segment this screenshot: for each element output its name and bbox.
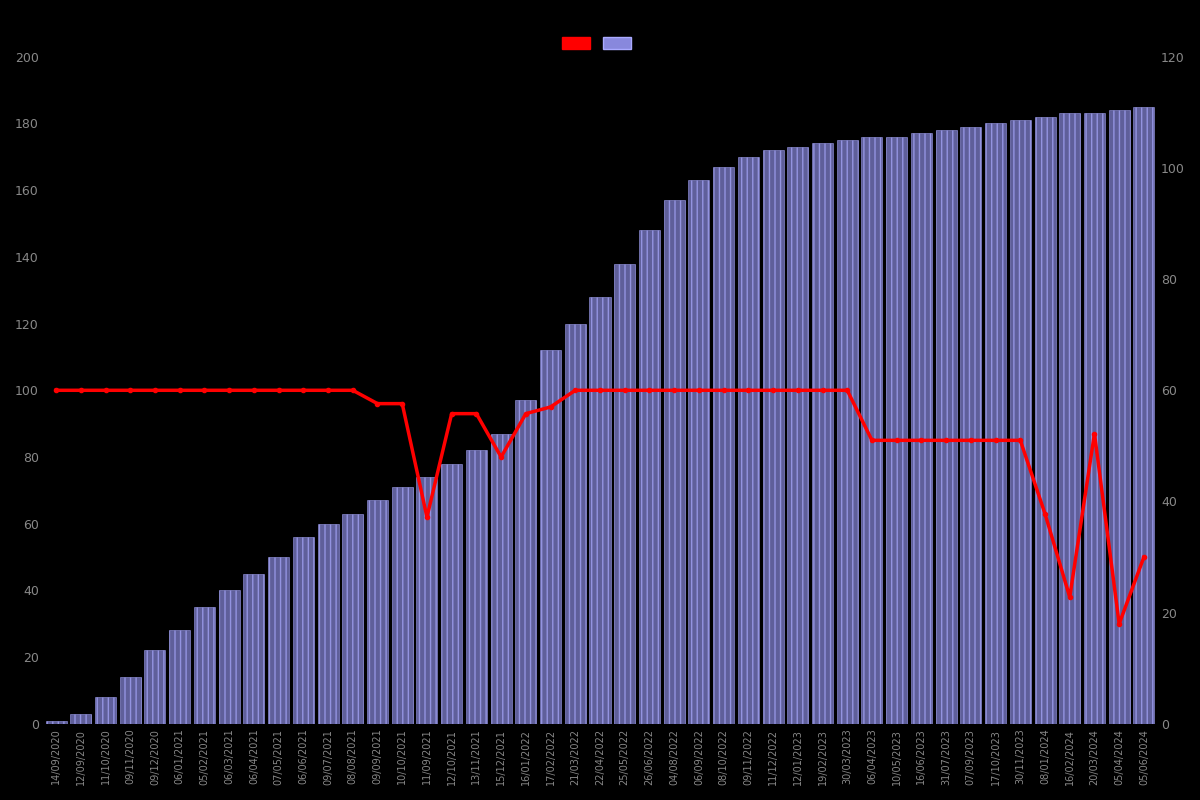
Bar <box>244 574 264 724</box>
Bar <box>589 297 611 724</box>
Bar <box>565 323 586 724</box>
Bar <box>144 650 166 724</box>
Bar <box>169 630 191 724</box>
Bar <box>540 350 562 724</box>
Bar <box>194 607 215 724</box>
Bar <box>762 150 784 724</box>
Bar <box>614 263 635 724</box>
Bar <box>985 123 1006 724</box>
Bar <box>367 500 388 724</box>
Bar <box>515 400 536 724</box>
Bar <box>689 180 709 724</box>
Bar <box>95 698 116 724</box>
Bar <box>1109 110 1129 724</box>
Bar <box>836 140 858 724</box>
Bar <box>713 166 734 724</box>
Bar <box>391 487 413 724</box>
Bar <box>318 524 338 724</box>
Bar <box>442 464 462 724</box>
Bar <box>936 130 956 724</box>
Bar <box>120 677 140 724</box>
Bar <box>1009 120 1031 724</box>
Bar <box>664 200 685 724</box>
Bar <box>862 137 882 724</box>
Bar <box>812 143 833 724</box>
Bar <box>46 721 67 724</box>
Legend: , : , <box>562 37 638 51</box>
Bar <box>1060 114 1080 724</box>
Bar <box>911 134 932 724</box>
Bar <box>886 137 907 724</box>
Bar <box>787 146 809 724</box>
Bar <box>293 537 314 724</box>
Bar <box>466 450 487 724</box>
Bar <box>268 557 289 724</box>
Bar <box>416 477 438 724</box>
Bar <box>342 514 364 724</box>
Bar <box>638 230 660 724</box>
Bar <box>1034 117 1056 724</box>
Bar <box>1133 106 1154 724</box>
Bar <box>491 434 511 724</box>
Bar <box>960 126 982 724</box>
Bar <box>1084 114 1105 724</box>
Bar <box>218 590 240 724</box>
Bar <box>71 714 91 724</box>
Bar <box>738 157 758 724</box>
